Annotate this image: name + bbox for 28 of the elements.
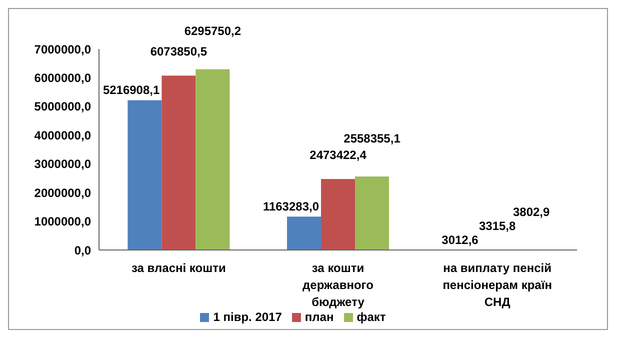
y-tick-label: 3000000,0 bbox=[34, 157, 92, 172]
y-tick-label: 2000000,0 bbox=[34, 186, 92, 200]
data-label: 6073850,5 bbox=[150, 44, 208, 59]
data-label: 2558355,1 bbox=[344, 132, 401, 146]
bar bbox=[355, 176, 390, 250]
data-label: 1163283,0 bbox=[262, 200, 320, 214]
bar bbox=[196, 69, 230, 250]
bar bbox=[321, 178, 356, 250]
y-tick-label: 0,0 bbox=[74, 243, 92, 258]
y-tick-label: 1000000,0 bbox=[34, 214, 92, 229]
bar bbox=[162, 76, 196, 250]
y-tick-label: 6000000,0 bbox=[34, 70, 92, 85]
y-tick-label: 5000000,0 bbox=[34, 100, 92, 114]
data-label: 6295750,2 bbox=[184, 24, 242, 38]
legend-label: план bbox=[304, 310, 334, 324]
data-label: 3802,9 bbox=[512, 204, 550, 219]
y-tick-label: 4000000,0 bbox=[34, 128, 92, 142]
data-label: 5216908,1 bbox=[102, 83, 160, 98]
data-label: 3012,6 bbox=[442, 232, 479, 247]
bar bbox=[128, 100, 162, 250]
legend-label: 1 півр. 2017 bbox=[213, 310, 282, 324]
bar bbox=[287, 216, 322, 250]
data-label: 2473422,4 bbox=[310, 148, 367, 162]
x-tick-label: на виплату пенсій пенсіонерам країн СНД bbox=[442, 261, 552, 309]
data-label: 3315,8 bbox=[478, 218, 516, 233]
legend-label: факт bbox=[356, 310, 386, 324]
x-tick-label: за власні кошти bbox=[131, 261, 226, 275]
y-tick-label: 7000000,0 bbox=[34, 42, 92, 56]
